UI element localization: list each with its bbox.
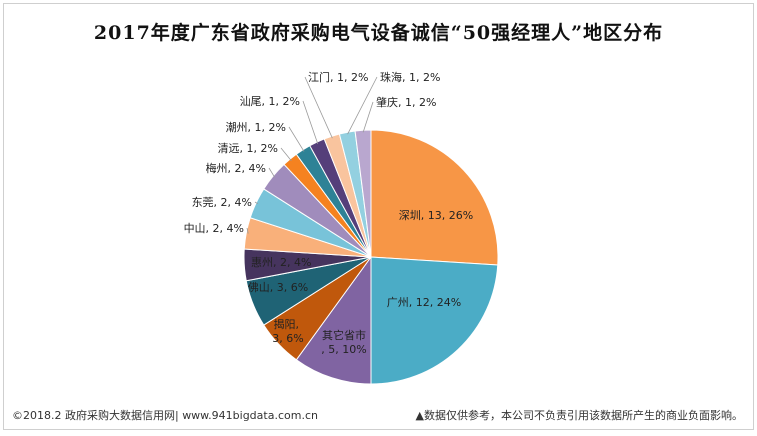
chart-frame: 2017年度广东省政府采购电气设备诚信“50强经理人”地区分布 深圳, 13, … — [3, 3, 754, 430]
leader-line — [288, 126, 305, 152]
pie-slice-1 — [370, 129, 499, 266]
slice-label: 其它省市, 5, 10% — [321, 328, 366, 356]
slice-label: 肇庆, 1, 2% — [376, 95, 436, 109]
slice-label: 潮州, 1, 2% — [226, 120, 286, 134]
slice-label: 东莞, 2, 4% — [192, 196, 252, 209]
slice-label: 江门, 1, 2% — [308, 70, 368, 84]
leader-line — [304, 76, 333, 139]
footer-disclaimer: ▲数据仅供参考，本公司不负责引用该数据所产生的商业负面影响。 — [415, 409, 743, 422]
pie-slice-15 — [354, 129, 372, 258]
chart-title: 2017年度广东省政府采购电气设备诚信“50强经理人”地区分布 — [93, 22, 664, 44]
pie-slice-2 — [370, 256, 499, 385]
slice-label: 揭阳, 3, 6% — [272, 317, 303, 345]
slice-label: 汕尾, 1, 2% — [240, 95, 300, 108]
leader-line — [268, 167, 276, 178]
leader-line — [246, 227, 249, 234]
slice-label: 佛山, 3, 6% — [248, 281, 308, 294]
slice-label: 惠州, 2, 4% — [251, 255, 311, 269]
leader-line — [280, 147, 292, 161]
slice-label: 珠海, 1, 2% — [380, 70, 440, 84]
leader-line — [302, 100, 319, 145]
leader-line — [347, 76, 378, 135]
leader-line — [362, 101, 374, 133]
slice-label: 中山, 2, 4% — [184, 222, 244, 235]
pie-slice-3 — [295, 255, 372, 385]
slice-label: 深圳, 13, 26% — [399, 209, 473, 222]
slice-label: 广州, 12, 24% — [387, 296, 461, 309]
leader-line — [254, 201, 259, 205]
pie-chart: 深圳, 13, 26% 广州, 12, 24% 其它省市, 5, 10% 揭阳, 3,… — [184, 70, 499, 385]
slice-label: 梅州, 2, 4% — [206, 161, 266, 175]
footer-copyright: ©2018.2 政府采购大数据信用网| www.941bigdata.com.c… — [12, 409, 318, 422]
slice-label: 清远, 1, 2% — [218, 142, 278, 155]
